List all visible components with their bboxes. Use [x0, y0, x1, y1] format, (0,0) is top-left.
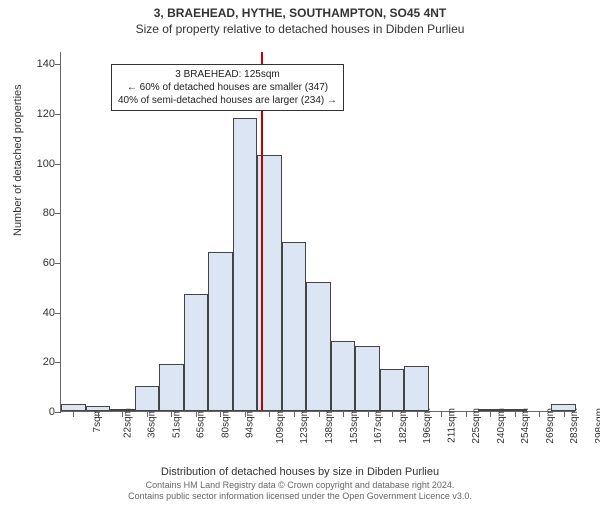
x-tick-label: 240sqm [496, 408, 507, 444]
x-tick [368, 411, 369, 417]
y-axis-title: Number of detached properties [12, 84, 24, 236]
histogram-bar [61, 404, 86, 411]
x-tick-label: 225sqm [471, 408, 482, 444]
x-tick [343, 411, 344, 417]
annotation-line: 40% of semi-detached houses are larger (… [118, 94, 337, 107]
x-tick-label: 22sqm [122, 408, 133, 438]
histogram-bar [355, 346, 380, 411]
x-tick-label: 80sqm [220, 408, 231, 438]
x-tick [392, 411, 393, 417]
x-tick [171, 411, 172, 417]
x-tick [269, 411, 270, 417]
chart-area: 0204060801001201407sqm22sqm36sqm51sqm65s… [60, 52, 575, 412]
histogram-bar [208, 252, 233, 411]
chart-title-sub: Size of property relative to detached ho… [0, 22, 600, 36]
histogram-bar [184, 294, 209, 411]
y-tick [55, 362, 61, 363]
histogram-bar [306, 282, 331, 411]
x-tick [245, 411, 246, 417]
plot-region: 0204060801001201407sqm22sqm36sqm51sqm65s… [60, 52, 575, 412]
histogram-bar [159, 364, 184, 411]
x-tick-label: 153sqm [349, 408, 360, 444]
x-tick-label: 283sqm [569, 408, 580, 444]
x-tick [73, 411, 74, 417]
x-tick-label: 109sqm [275, 408, 286, 444]
x-tick [196, 411, 197, 417]
x-tick-label: 298sqm [594, 408, 600, 444]
x-tick-label: 254sqm [520, 408, 531, 444]
histogram-bar [380, 369, 405, 411]
y-tick-label: 60 [25, 257, 55, 269]
y-tick [55, 64, 61, 65]
x-tick [441, 411, 442, 417]
histogram-bar [282, 242, 307, 411]
y-tick-label: 140 [25, 58, 55, 70]
x-tick-label: 196sqm [422, 408, 433, 444]
x-tick-label: 51sqm [171, 408, 182, 438]
histogram-bar [331, 341, 356, 411]
x-axis-title: Distribution of detached houses by size … [0, 466, 600, 478]
x-tick-label: 167sqm [373, 408, 384, 444]
x-tick-label: 269sqm [545, 408, 556, 444]
y-tick-label: 40 [25, 307, 55, 319]
footer-attribution: Contains HM Land Registry data © Crown c… [0, 480, 600, 502]
y-tick [55, 412, 61, 413]
x-tick-label: 123sqm [300, 408, 311, 444]
x-tick-label: 211sqm [446, 408, 457, 443]
x-tick-label: 65sqm [196, 408, 207, 438]
annotation-line: ← 60% of detached houses are smaller (34… [118, 81, 337, 94]
x-tick [122, 411, 123, 417]
x-tick [417, 411, 418, 417]
x-tick [147, 411, 148, 417]
y-tick-label: 100 [25, 158, 55, 170]
footer-line-1: Contains HM Land Registry data © Crown c… [0, 480, 600, 491]
footer-line-2: Contains public sector information licen… [0, 491, 600, 502]
y-tick [55, 263, 61, 264]
x-tick [564, 411, 565, 417]
x-tick-label: 138sqm [324, 408, 335, 444]
histogram-bar [135, 386, 160, 411]
y-tick [55, 313, 61, 314]
y-tick-label: 0 [25, 406, 55, 418]
x-tick [539, 411, 540, 417]
y-tick-label: 20 [25, 356, 55, 368]
x-tick [466, 411, 467, 417]
histogram-bar [233, 118, 258, 411]
y-tick [55, 213, 61, 214]
chart-container: 3, BRAEHEAD, HYTHE, SOUTHAMPTON, SO45 4N… [0, 6, 600, 506]
annotation-line: 3 BRAEHEAD: 125sqm [118, 68, 337, 81]
y-tick [55, 114, 61, 115]
x-tick-label: 94sqm [245, 408, 256, 438]
x-tick [490, 411, 491, 417]
y-tick-label: 120 [25, 108, 55, 120]
annotation-box: 3 BRAEHEAD: 125sqm← 60% of detached hous… [111, 64, 344, 111]
histogram-bar [551, 404, 576, 411]
chart-title-main: 3, BRAEHEAD, HYTHE, SOUTHAMPTON, SO45 4N… [0, 6, 600, 20]
y-tick-label: 80 [25, 207, 55, 219]
histogram-bar [404, 366, 429, 411]
y-tick [55, 164, 61, 165]
x-tick-label: 182sqm [398, 408, 409, 444]
x-tick [294, 411, 295, 417]
x-tick [220, 411, 221, 417]
x-tick-label: 36sqm [147, 408, 158, 438]
x-tick [319, 411, 320, 417]
x-tick [515, 411, 516, 417]
x-tick [98, 411, 99, 417]
